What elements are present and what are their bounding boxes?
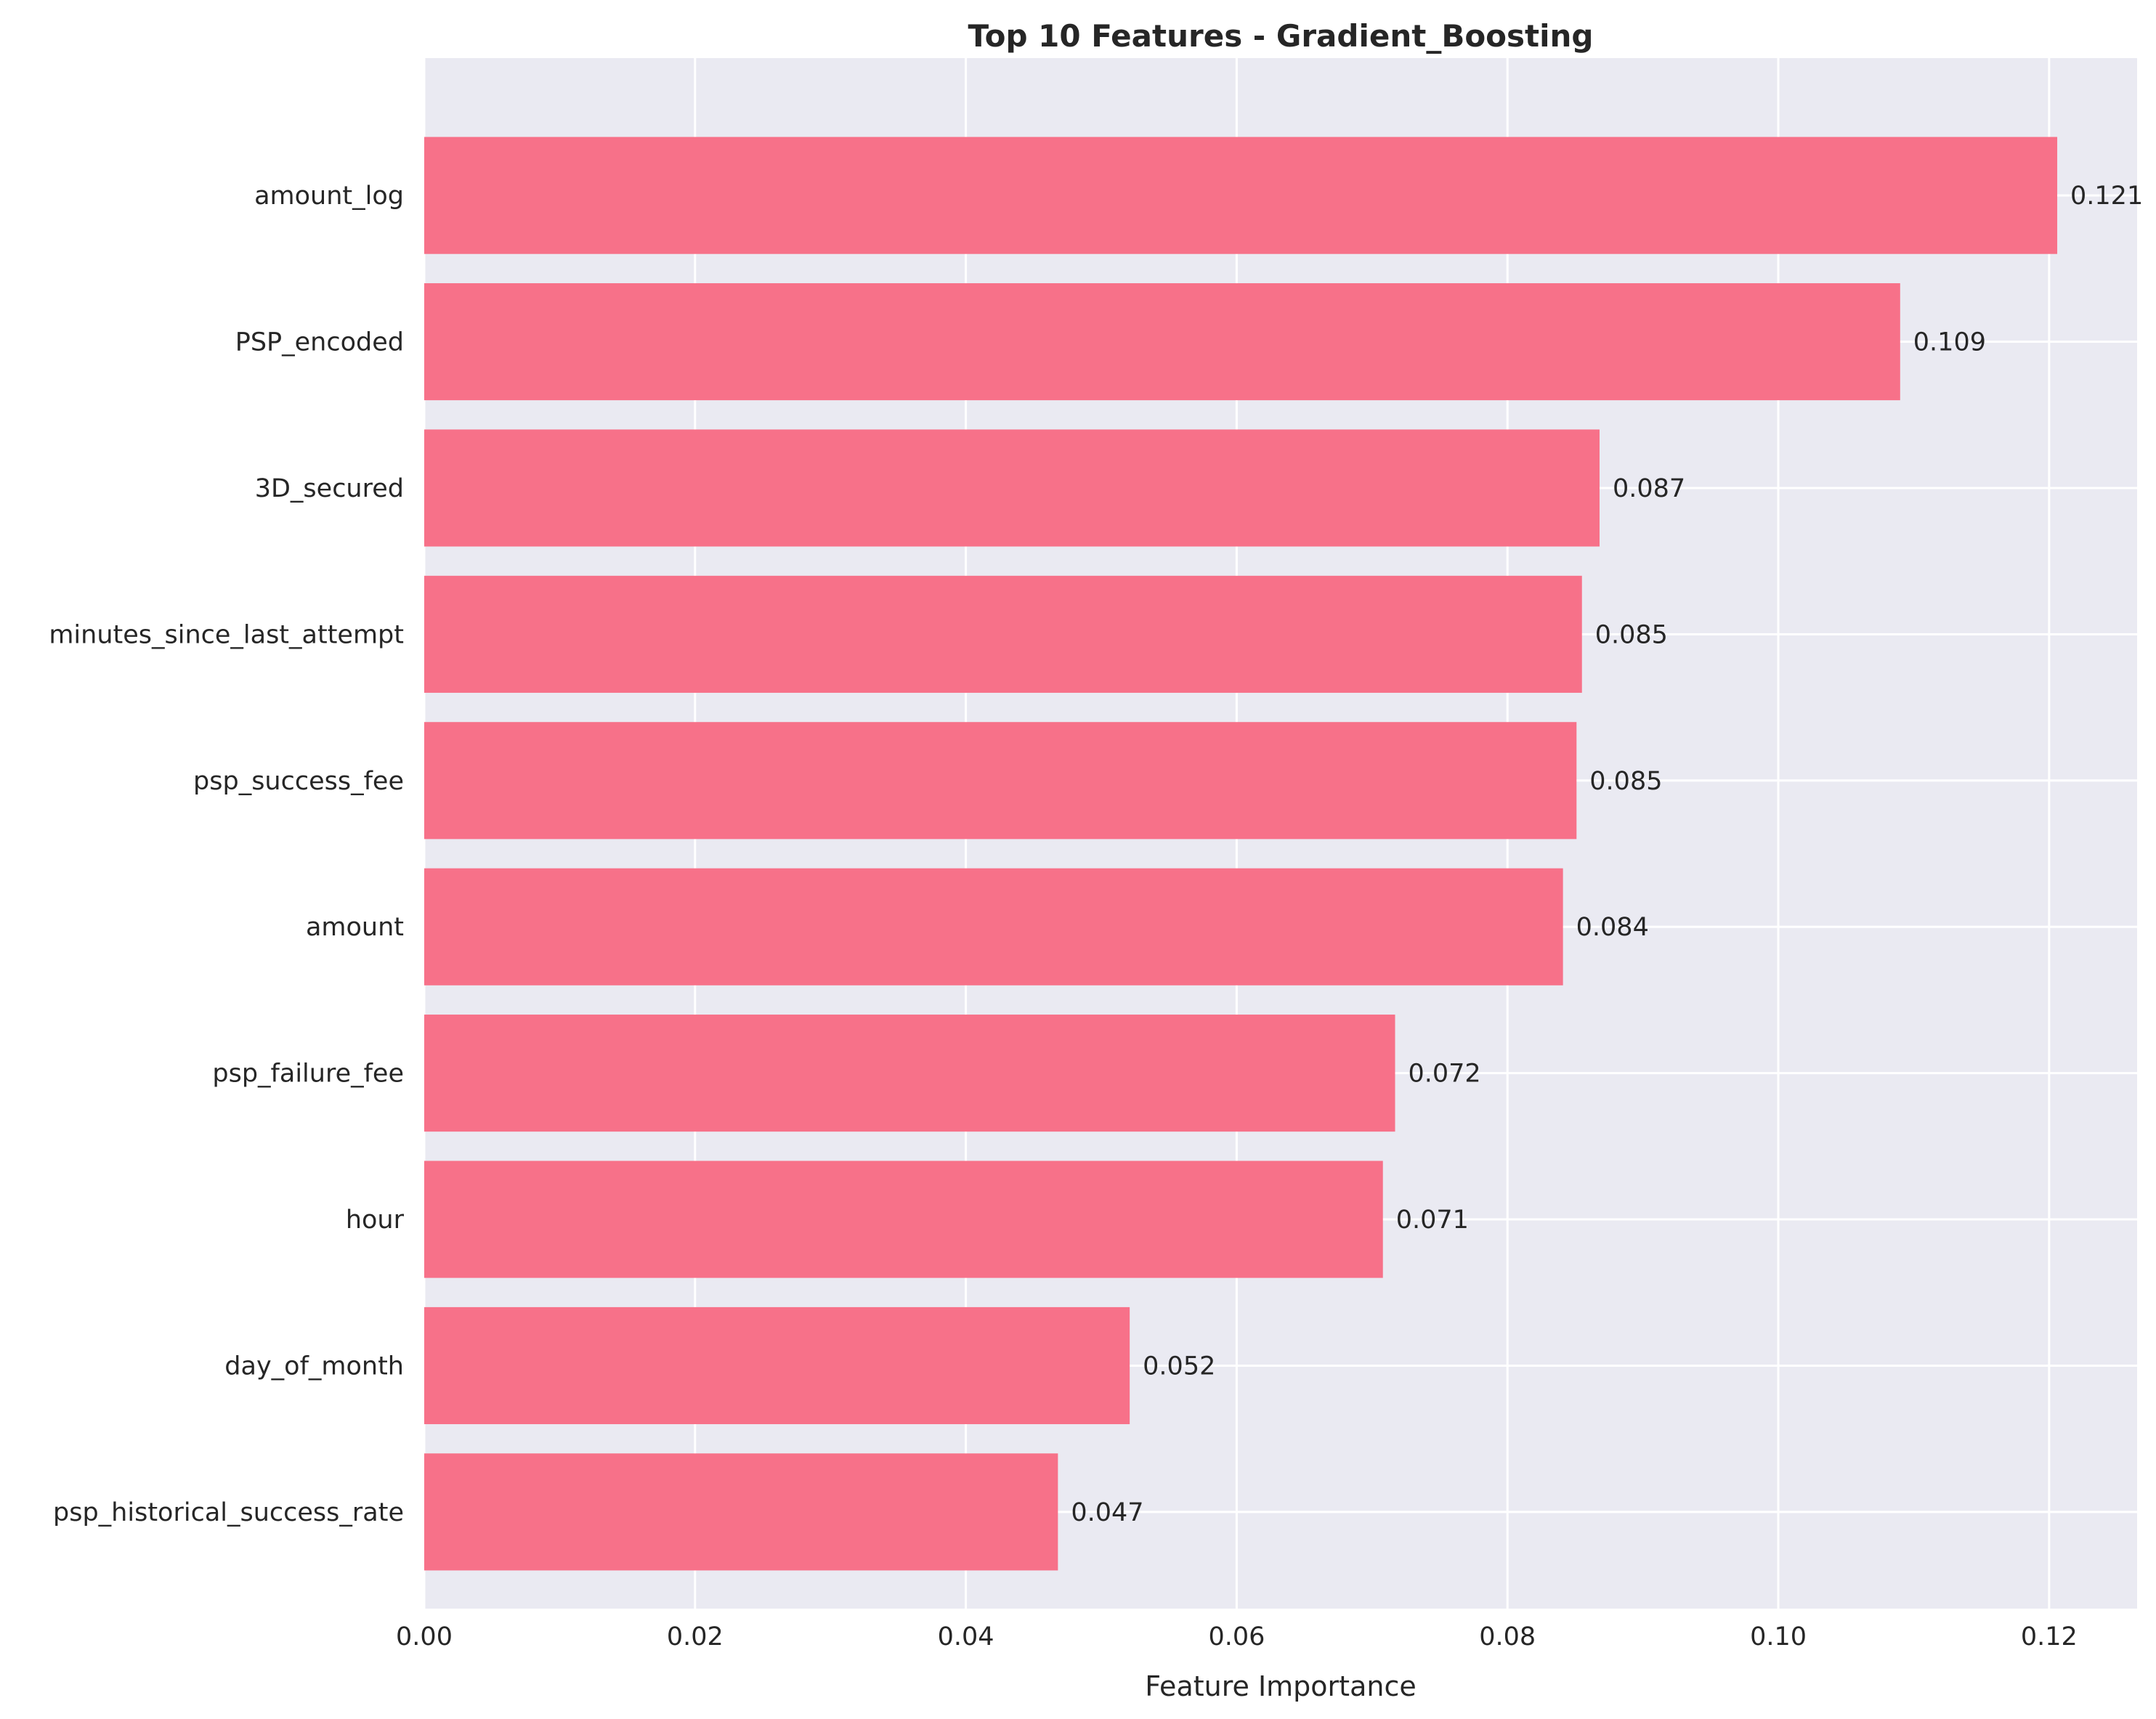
bar [424, 1453, 1058, 1571]
bar-value-label: 0.071 [1396, 1206, 1469, 1235]
bar [424, 722, 1577, 840]
bar-value-label: 0.072 [1409, 1060, 1481, 1089]
x-tick-label: 0.12 [2021, 1622, 2078, 1651]
bar-value-label: 0.085 [1595, 620, 1668, 649]
bar [424, 1015, 1395, 1132]
bar [424, 1306, 1130, 1425]
bar-value-label: 0.109 [1913, 328, 1986, 357]
bar-value-label: 0.047 [1071, 1498, 1143, 1527]
x-tick-labels: 0.00 0.02 0.04 0.06 0.08 0.10 0.12 [396, 1622, 2078, 1651]
y-tick-label: day_of_month [224, 1352, 404, 1381]
bar-value-label: 0.087 [1613, 474, 1685, 503]
bar-value-label: 0.085 [1589, 767, 1662, 796]
bar [424, 137, 2058, 254]
y-tick-label: hour [346, 1206, 405, 1235]
chart-title: Top 10 Features - Gradient_Boosting [968, 18, 1594, 54]
y-tick-label: PSP_encoded [235, 328, 404, 357]
y-tick-label: psp_failure_fee [212, 1060, 404, 1089]
x-axis-label: Feature Importance [1145, 1670, 1416, 1702]
bar [424, 575, 1582, 693]
y-tick-label: psp_historical_success_rate [53, 1498, 404, 1527]
bar-value-label: 0.084 [1576, 913, 1649, 942]
x-tick-label: 0.02 [667, 1622, 724, 1651]
y-tick-label: 3D_secured [255, 474, 404, 503]
y-tick-label: psp_success_fee [193, 767, 404, 796]
x-tick-label: 0.04 [938, 1622, 994, 1651]
x-tick-label: 0.00 [396, 1622, 453, 1651]
bar [424, 1161, 1383, 1278]
value-labels: 0.121 0.109 0.087 0.085 0.085 0.084 0.072 0.071… [1071, 182, 2143, 1527]
bar [424, 283, 1900, 401]
bars [424, 137, 2058, 1571]
y-tick-label: amount [306, 913, 404, 942]
y-tick-labels: amount_log PSP_encoded 3D_secured minutes_s… [49, 182, 404, 1527]
x-tick-label: 0.10 [1750, 1622, 1807, 1651]
x-tick-label: 0.06 [1208, 1622, 1265, 1651]
y-tick-label: minutes_since_last_attempt [49, 620, 404, 649]
bar [424, 868, 1563, 986]
bar-value-label: 0.052 [1143, 1352, 1215, 1381]
bar-value-label: 0.121 [2070, 182, 2143, 211]
y-tick-label: amount_log [254, 182, 404, 211]
x-tick-label: 0.08 [1479, 1622, 1536, 1651]
bar [424, 429, 1600, 547]
